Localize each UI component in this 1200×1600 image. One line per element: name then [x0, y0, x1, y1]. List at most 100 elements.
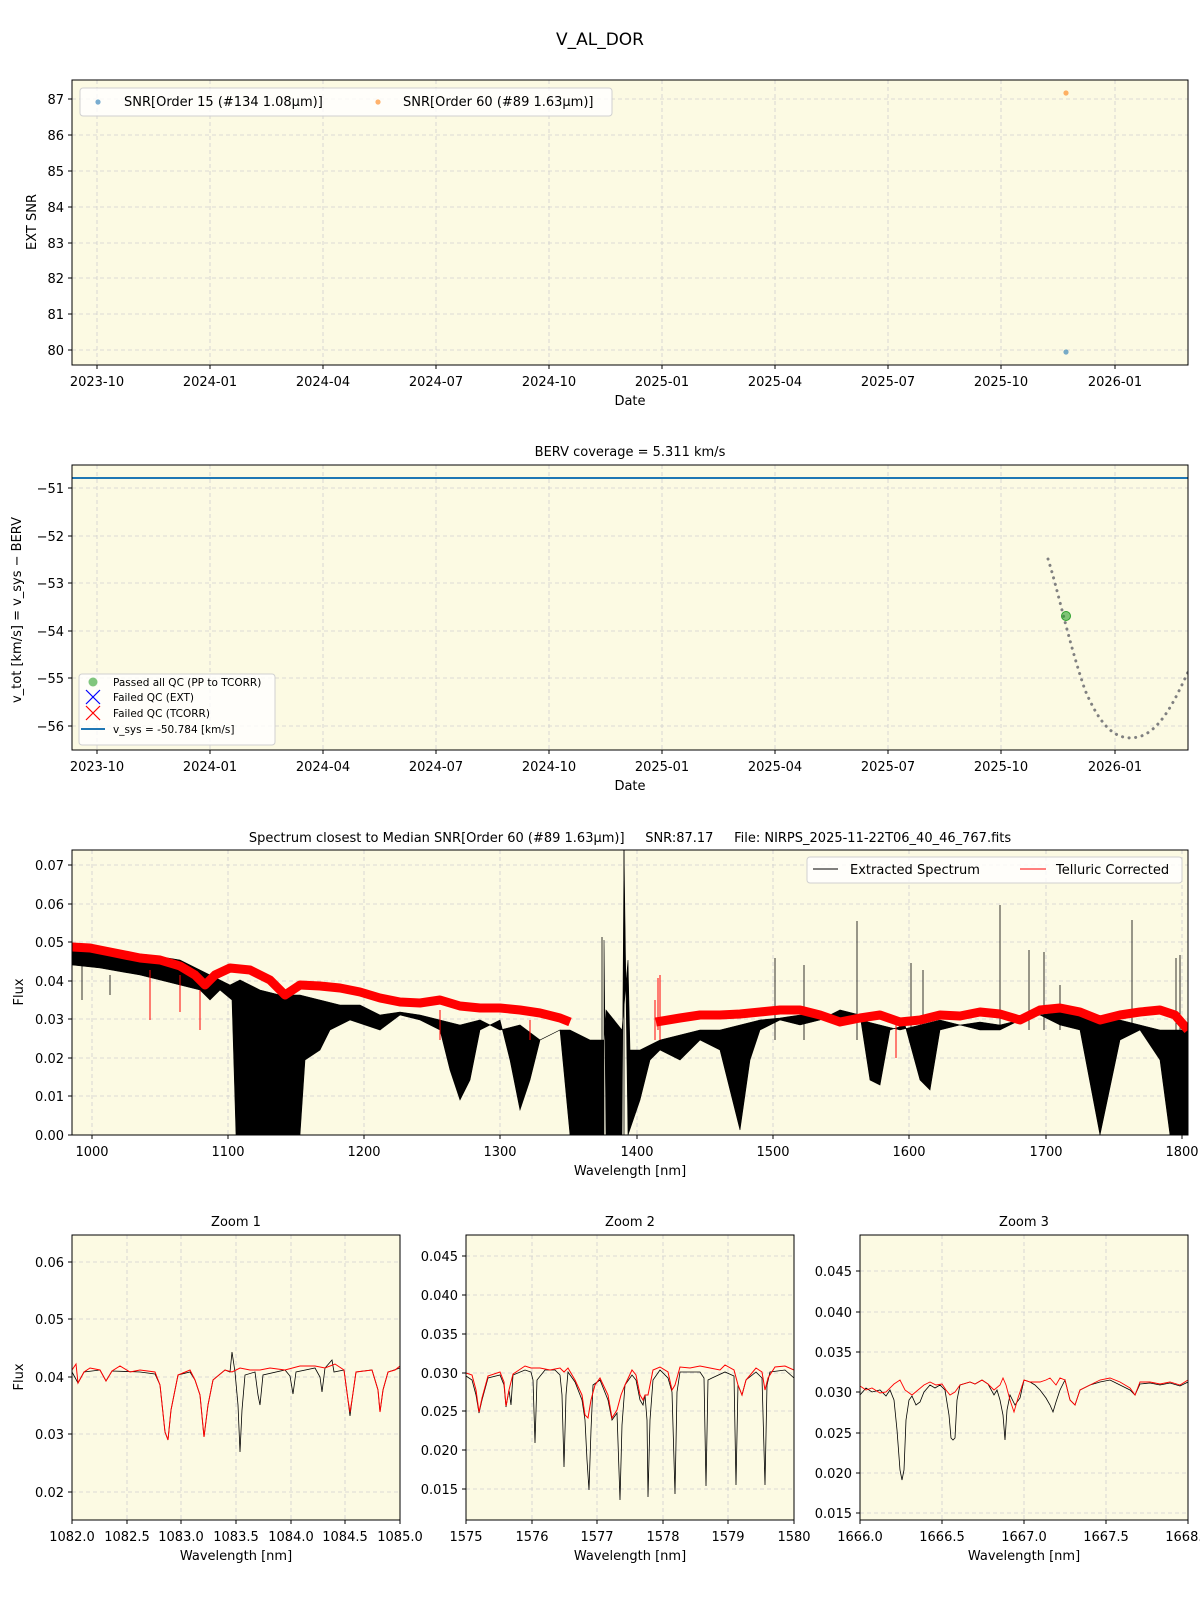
- zoom3-title: Zoom 3: [999, 1215, 1049, 1230]
- snr-panel: 87 86 85 84 83 82 81 80 2023-10 2024-01 2024-…: [25, 79, 1189, 409]
- svg-text:0.02: 0.02: [35, 1486, 64, 1501]
- svg-text:−55: −55: [37, 672, 64, 687]
- berv-passed-point[interactable]: [1061, 611, 1071, 621]
- svg-text:2023-10: 2023-10: [70, 375, 124, 390]
- figure-title: V_AL_DOR: [555, 30, 644, 50]
- zoom2-panel: 0.015 0.020 0.025 0.030 0.035 0.040 0.045 1…: [421, 1215, 811, 1564]
- snr-axes-frame: [71, 79, 1189, 366]
- zoom2-x-ticks: 1575 1576 1577 1578 1579 1580: [449, 1520, 811, 1545]
- svg-text:83: 83: [47, 237, 64, 252]
- legend-order60-label: SNR[Order 60 (#89 1.63µm)]: [403, 95, 594, 110]
- svg-text:1085.0: 1085.0: [377, 1530, 423, 1545]
- spectrum-axes-frame: [71, 849, 1189, 1136]
- svg-text:2025-07: 2025-07: [861, 760, 915, 775]
- legend-failed-tcorr-label: Failed QC (TCORR): [113, 708, 210, 720]
- snr-plot-area: [72, 80, 1188, 365]
- svg-text:81: 81: [47, 308, 64, 323]
- svg-text:0.025: 0.025: [815, 1427, 852, 1442]
- svg-text:2026-01: 2026-01: [1088, 375, 1142, 390]
- svg-text:2024-01: 2024-01: [183, 375, 237, 390]
- legend-telluric-label: Telluric Corrected: [1055, 863, 1169, 878]
- svg-text:2024-10: 2024-10: [522, 375, 576, 390]
- svg-text:0.05: 0.05: [35, 1313, 64, 1328]
- svg-text:2025-10: 2025-10: [974, 760, 1028, 775]
- snr-order15-point[interactable]: [1063, 349, 1069, 355]
- svg-text:2024-07: 2024-07: [409, 760, 463, 775]
- legend-passed-marker: [88, 677, 98, 687]
- svg-text:−56: −56: [37, 720, 64, 735]
- svg-text:0.045: 0.045: [421, 1250, 458, 1265]
- legend-failed-ext-icon: [85, 689, 101, 705]
- legend-order15-marker: [95, 99, 101, 105]
- svg-text:1668.0: 1668.0: [1165, 1530, 1200, 1545]
- berv-legend: Passed all QC (PP to TCORR) Failed QC (E…: [78, 673, 276, 746]
- svg-text:1083.5: 1083.5: [213, 1530, 259, 1545]
- snr-y-ticks: 87 86 85 84 83 82 81 80: [47, 93, 72, 359]
- svg-text:2024-07: 2024-07: [409, 375, 463, 390]
- snr-x-ticks: 2023-10 2024-01 2024-04 2024-07 2024-10 202…: [70, 365, 1142, 390]
- svg-text:2025-01: 2025-01: [635, 760, 689, 775]
- snr-legend: SNR[Order 15 (#134 1.08µm)] SNR[Order 60…: [79, 87, 613, 117]
- berv-x-label: Date: [614, 779, 645, 794]
- legend-failed-ext-label: Failed QC (EXT): [113, 692, 194, 704]
- svg-text:1400: 1400: [620, 1145, 653, 1160]
- spectrum-legend: Extracted Spectrum Telluric Corrected: [806, 856, 1183, 884]
- spectrum-y-ticks: 0.00 0.01 0.02 0.03 0.04 0.05 0.06 0.07: [35, 859, 72, 1144]
- svg-text:1000: 1000: [75, 1145, 108, 1160]
- svg-text:1577: 1577: [580, 1530, 613, 1545]
- extracted-spectrum-line: [72, 850, 1188, 1135]
- zoom2-y-ticks: 0.015 0.020 0.025 0.030 0.035 0.040 0.045: [421, 1250, 466, 1498]
- zoom3-x-label: Wavelength [nm]: [968, 1549, 1080, 1564]
- svg-text:0.01: 0.01: [35, 1090, 64, 1105]
- svg-text:1200: 1200: [347, 1145, 380, 1160]
- svg-text:0.015: 0.015: [421, 1483, 458, 1498]
- svg-text:1082.0: 1082.0: [49, 1530, 95, 1545]
- svg-text:0.04: 0.04: [35, 975, 64, 990]
- svg-text:82: 82: [47, 272, 64, 287]
- svg-text:0.06: 0.06: [35, 1256, 64, 1271]
- svg-text:−52: −52: [37, 530, 64, 545]
- zoom3-panel: 0.015 0.020 0.025 0.030 0.035 0.040 0.045 1…: [815, 1215, 1200, 1564]
- svg-text:0.00: 0.00: [35, 1129, 64, 1144]
- svg-text:86: 86: [47, 129, 64, 144]
- svg-text:0.06: 0.06: [35, 898, 64, 913]
- zoom1-title: Zoom 1: [211, 1215, 261, 1230]
- svg-text:2024-10: 2024-10: [522, 760, 576, 775]
- svg-text:0.015: 0.015: [815, 1507, 852, 1522]
- spectrum-curves: [72, 850, 1188, 1135]
- svg-text:2025-10: 2025-10: [974, 375, 1028, 390]
- svg-text:1100: 1100: [211, 1145, 244, 1160]
- svg-text:0.03: 0.03: [35, 1428, 64, 1443]
- spectrum-y-label: Flux: [12, 978, 27, 1005]
- berv-x-ticks: 2023-10 2024-01 2024-04 2024-07 2024-10 202…: [70, 750, 1142, 775]
- svg-text:2025-07: 2025-07: [861, 375, 915, 390]
- svg-text:1500: 1500: [756, 1145, 789, 1160]
- svg-text:85: 85: [47, 165, 64, 180]
- zoom3-x-ticks: 1666.0 1666.5 1667.0 1667.5 1668.0: [837, 1520, 1200, 1545]
- svg-text:2023-10: 2023-10: [70, 760, 124, 775]
- zoom1-y-label: Flux: [12, 1363, 27, 1390]
- berv-y-label: v_tot [km/s] = v_sys − BERV: [10, 517, 25, 703]
- zoom2-extracted-line: [466, 1369, 794, 1501]
- legend-failed-tcorr-icon: [85, 705, 101, 721]
- svg-text:1666.5: 1666.5: [919, 1530, 965, 1545]
- legend-extracted-label: Extracted Spectrum: [850, 863, 980, 878]
- svg-text:2025-01: 2025-01: [635, 375, 689, 390]
- svg-text:−53: −53: [37, 577, 64, 592]
- snr-y-label: EXT SNR: [25, 194, 40, 250]
- berv-panel: −51 −52 −53 −54 −55 −56 2023-10 2024-01 2024…: [10, 445, 1189, 794]
- svg-text:0.035: 0.035: [815, 1346, 852, 1361]
- snr-x-label: Date: [614, 394, 645, 409]
- zoom1-y-ticks: 0.02 0.03 0.04 0.05 0.06: [35, 1256, 72, 1501]
- svg-text:0.040: 0.040: [815, 1306, 852, 1321]
- svg-text:−51: −51: [37, 482, 64, 497]
- berv-title: BERV coverage = 5.311 km/s: [535, 445, 726, 460]
- svg-text:0.07: 0.07: [35, 859, 64, 874]
- svg-text:0.040: 0.040: [421, 1289, 458, 1304]
- svg-text:−54: −54: [37, 625, 64, 640]
- svg-text:0.035: 0.035: [421, 1328, 458, 1343]
- spectrum-panel: 0.00 0.01 0.02 0.03 0.04 0.05 0.06 0.07 1000…: [12, 831, 1199, 1179]
- spectrum-x-ticks: 1000 1100 1200 1300 1400 1500 1600 1700 1800: [75, 1135, 1199, 1160]
- telluric-corrected-line: [72, 942, 572, 1027]
- snr-order60-point[interactable]: [1063, 90, 1069, 96]
